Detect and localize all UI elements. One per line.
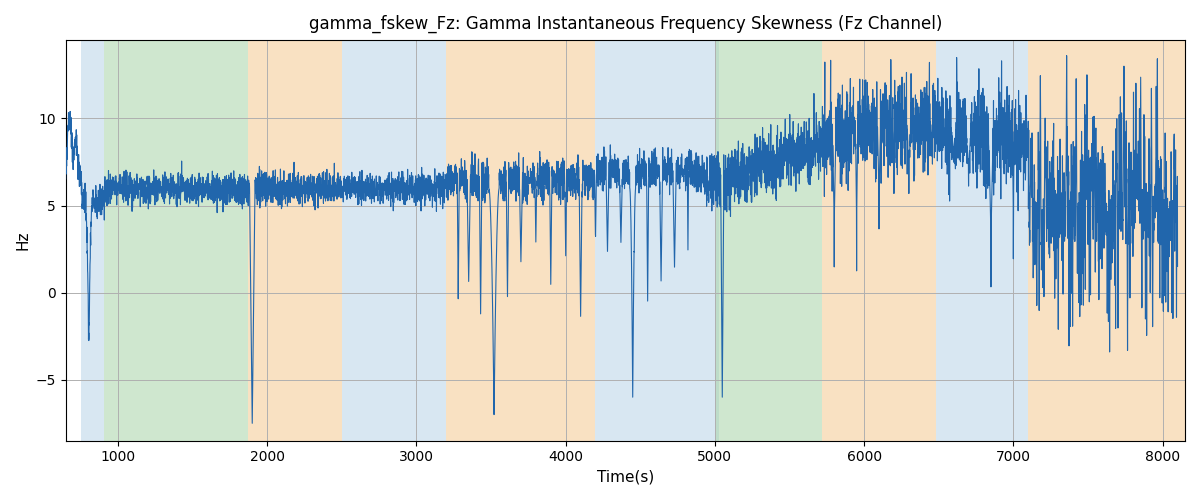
Bar bbox=[104, 40, 247, 440]
Bar bbox=[374, 40, 446, 440]
Y-axis label: Hz: Hz bbox=[16, 230, 30, 250]
Bar bbox=[80, 40, 104, 440]
Bar bbox=[704, 40, 719, 440]
Bar bbox=[715, 40, 822, 440]
Bar bbox=[822, 40, 936, 440]
Bar bbox=[446, 40, 595, 440]
X-axis label: Time(s): Time(s) bbox=[596, 470, 654, 485]
Bar bbox=[936, 40, 1028, 440]
Bar bbox=[1028, 40, 1193, 440]
Bar bbox=[342, 40, 374, 440]
Bar bbox=[247, 40, 342, 440]
Title: gamma_fskew_Fz: Gamma Instantaneous Frequency Skewness (Fz Channel): gamma_fskew_Fz: Gamma Instantaneous Freq… bbox=[308, 15, 942, 34]
Bar bbox=[595, 40, 704, 440]
